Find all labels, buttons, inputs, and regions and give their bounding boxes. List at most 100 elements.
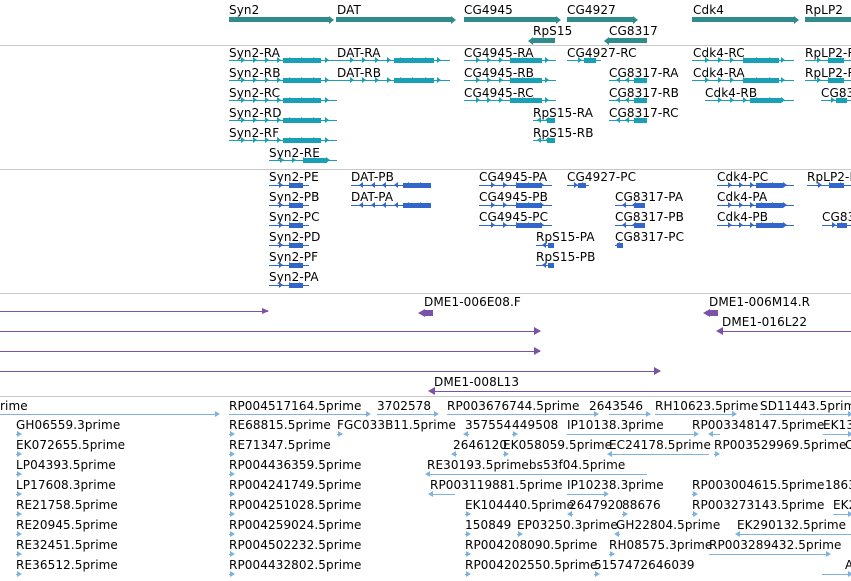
feature-exon[interactable] — [289, 183, 303, 188]
feature-label[interactable]: IP10138.3prime — [567, 418, 664, 432]
feature-exon[interactable] — [547, 138, 555, 143]
feature-label[interactable]: 5157472646039 — [594, 558, 695, 572]
feature-label[interactable]: DME1-006E08.F — [424, 295, 521, 309]
gene-feature[interactable] — [229, 17, 329, 22]
feature-label[interactable]: EK13 — [823, 418, 851, 432]
feature-label[interactable]: EK2 — [833, 498, 851, 512]
feature-label[interactable]: Syn2-RA — [229, 46, 281, 60]
feature-exon[interactable] — [617, 243, 623, 248]
feature-exon[interactable] — [829, 183, 844, 188]
feature-exon[interactable] — [828, 58, 844, 63]
feature-label[interactable]: RpS15-RB — [533, 126, 594, 140]
feature-label[interactable]: RpS15 — [533, 24, 573, 38]
feature-label[interactable]: Syn2-RB — [229, 66, 281, 80]
feature-label[interactable]: DAT-PA — [351, 190, 394, 204]
feature-label[interactable]: RP003529969.5prime — [714, 438, 847, 452]
feature-exon[interactable] — [634, 203, 645, 208]
est-feature[interactable] — [833, 514, 851, 515]
feature-intron[interactable] — [533, 140, 555, 141]
feature-label[interactable]: CG8317-RA — [609, 66, 679, 80]
feature-label[interactable]: CG4945-RA — [464, 46, 534, 60]
feature-exon[interactable] — [289, 223, 303, 228]
feature-label[interactable]: RpS15-PB — [536, 250, 596, 264]
feature-label[interactable]: CG8317 — [822, 210, 851, 224]
feature-label[interactable]: RpS15-PA — [536, 230, 595, 244]
feature-label[interactable]: CG8317 — [821, 86, 851, 100]
feature-label[interactable]: Syn2-PB — [269, 190, 320, 204]
feature-label[interactable]: IP10238.3prime — [567, 478, 664, 492]
gene-feature[interactable] — [336, 17, 451, 22]
feature-label[interactable]: RpLP2-RA — [805, 46, 851, 60]
feature-exon[interactable] — [547, 118, 555, 123]
feature-exon[interactable] — [756, 223, 783, 228]
feature-label[interactable]: Syn2-PF — [269, 250, 319, 264]
feature-label[interactable]: 2646120 — [453, 438, 508, 452]
feature-label[interactable]: Cdk4-PC — [717, 170, 769, 184]
feature-exon[interactable] — [548, 263, 554, 268]
feature-intron[interactable] — [705, 100, 794, 101]
est-feature[interactable] — [567, 434, 697, 435]
feature-label[interactable]: CG4927-PC — [567, 170, 637, 184]
feature-label[interactable]: Syn2-PE — [269, 170, 319, 184]
gene-feature[interactable] — [609, 38, 647, 43]
feature-label[interactable]: RP004241749.5prime — [229, 478, 362, 492]
feature-label[interactable]: 150849 — [465, 518, 512, 532]
feature-label[interactable]: A — [845, 558, 851, 572]
feature-label[interactable]: CG8317-RC — [609, 106, 679, 120]
feature-label[interactable]: DME1-006M14.R — [709, 295, 811, 309]
feature-label[interactable]: EK058059.5prime — [503, 438, 613, 452]
clone-feature[interactable] — [722, 331, 851, 332]
feature-label[interactable]: Cdk4-RC — [693, 46, 745, 60]
feature-label[interactable]: RpLP2 — [805, 3, 844, 17]
feature-label[interactable]: CG4945-PC — [479, 210, 549, 224]
clone-feature[interactable] — [0, 331, 540, 332]
feature-label[interactable]: CG4945 — [464, 3, 513, 17]
feature-label[interactable]: CG4945-RC — [464, 86, 534, 100]
feature-intron[interactable] — [615, 205, 645, 206]
feature-label[interactable]: EK072655.5prime — [16, 438, 126, 452]
feature-label[interactable]: RpLP2-PA — [807, 170, 851, 184]
feature-label[interactable]: CG8317-PA — [615, 190, 684, 204]
feature-label[interactable]: Syn2-RC — [229, 86, 281, 100]
feature-label[interactable]: RH08575.3prime — [609, 538, 713, 552]
feature-label[interactable]: RP004202550.5prime — [465, 558, 598, 572]
feature-label[interactable]: RP004259024.5prime — [229, 518, 362, 532]
feature-label[interactable]: RP003348147.5prime — [692, 418, 825, 432]
feature-exon[interactable] — [750, 98, 781, 103]
feature-label[interactable]: DAT-RB — [337, 66, 382, 80]
feature-label[interactable]: RP003004615.5prime — [692, 478, 825, 492]
gene-feature[interactable] — [533, 38, 555, 43]
feature-label[interactable]: RH10623.5prime — [655, 399, 759, 413]
feature-label[interactable]: DAT-RA — [337, 46, 381, 60]
feature-label[interactable]: RP004436359.5prime — [229, 458, 362, 472]
feature-label[interactable]: RP003119881.5prime — [430, 478, 563, 492]
feature-label[interactable]: RE71347.5prime — [229, 438, 331, 452]
clone-feature[interactable] — [0, 371, 660, 372]
feature-label[interactable]: CG4945-PA — [479, 170, 548, 184]
feature-label[interactable]: Syn2-PD — [269, 230, 321, 244]
feature-label[interactable]: CG8317-PC — [615, 230, 685, 244]
feature-label[interactable]: Cdk4-PA — [717, 190, 768, 204]
feature-exon[interactable] — [510, 98, 542, 103]
feature-label[interactable]: EC24178.5prime — [609, 438, 711, 452]
feature-label[interactable]: RP003273143.5prime — [692, 498, 825, 512]
feature-label[interactable]: Cdk4-RB — [705, 86, 758, 100]
feature-exon[interactable] — [510, 58, 542, 63]
feature-label[interactable]: RP004251028.5prime — [229, 498, 362, 512]
feature-label[interactable]: RE30193.5primebs53f04.5prime — [427, 458, 626, 472]
clone-feature[interactable] — [0, 351, 540, 352]
feature-label[interactable]: EP03250.3prime — [517, 518, 618, 532]
feature-exon[interactable] — [548, 243, 554, 248]
feature-label[interactable]: GH22804.5prime — [616, 518, 721, 532]
feature-intron[interactable] — [615, 225, 645, 226]
gene-feature[interactable] — [805, 17, 851, 22]
feature-exon[interactable] — [743, 78, 779, 83]
feature-intron[interactable] — [337, 60, 450, 61]
est-feature[interactable] — [609, 454, 709, 455]
feature-intron[interactable] — [351, 185, 431, 186]
feature-label[interactable]: 2647920 — [569, 498, 624, 512]
est-feature[interactable] — [0, 414, 218, 415]
feature-label[interactable]: RP003676744.5prime — [447, 399, 580, 413]
gene-feature[interactable] — [464, 17, 556, 22]
clone-end[interactable] — [424, 310, 433, 316]
